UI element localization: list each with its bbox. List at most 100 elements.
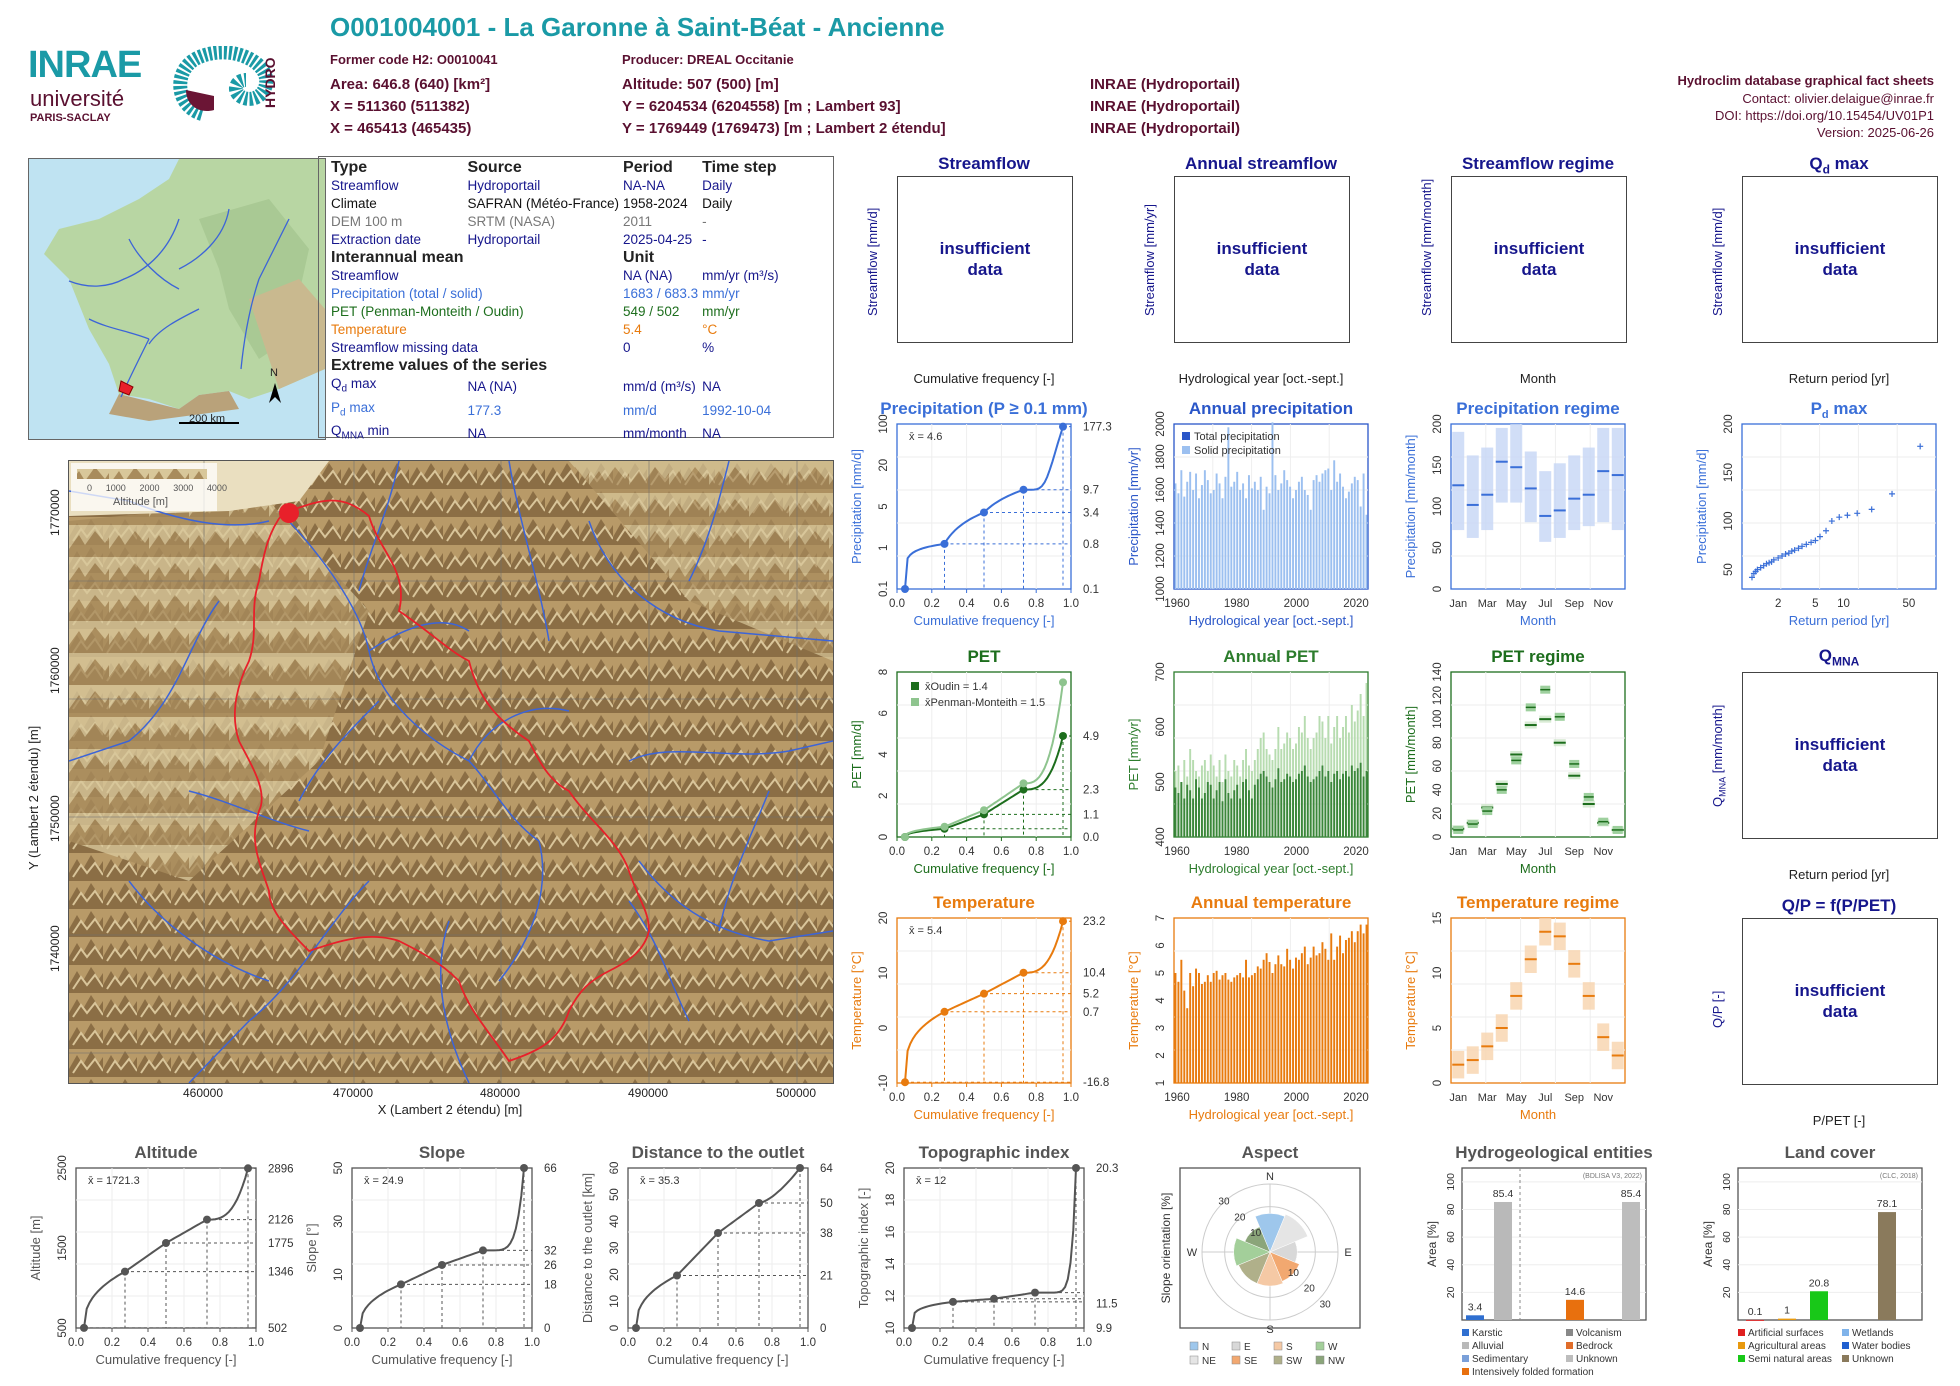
bar <box>1245 779 1247 837</box>
bar <box>1289 776 1292 837</box>
y-tick-label: 1400 <box>1155 510 1167 536</box>
bar <box>1253 973 1256 1083</box>
legend-swatch <box>1462 1342 1469 1349</box>
quantile-point <box>438 1260 446 1269</box>
x-lambert2: X = 465413 (465435) <box>330 120 472 137</box>
precip_regime-xlabel: Month <box>1520 613 1556 628</box>
box <box>1481 447 1494 531</box>
x-tick: 500000 <box>775 1086 817 1100</box>
plot-frame <box>1450 917 1626 1084</box>
bar <box>1177 765 1180 837</box>
x-tick-label: 50 <box>1903 598 1916 610</box>
bar <box>1312 946 1315 1083</box>
y-tick-label: 0.1 <box>878 581 890 597</box>
bar <box>1327 771 1330 837</box>
legend-swatch <box>1462 1368 1469 1375</box>
x-tick-label: 0.2 <box>380 1337 396 1349</box>
y-tick-label: 60 <box>1445 1231 1457 1243</box>
x-tick-label: Jan <box>1449 1092 1467 1104</box>
doi-link[interactable]: DOI: https://doi.org/10.15454/UV01P1 <box>1715 108 1934 123</box>
topo-title: Topographic index <box>919 1143 1070 1162</box>
mean-label: x̄ = 1721.3 <box>88 1175 140 1187</box>
insufficient-data-message: insufficient data <box>1794 734 1886 775</box>
ring-label: 30 <box>1320 1300 1332 1311</box>
y-tick-label: 20 <box>1432 807 1444 820</box>
bar <box>1189 749 1192 837</box>
bar <box>1250 488 1253 589</box>
legend-swatch <box>1738 1342 1745 1349</box>
scatter-point <box>1752 568 1759 575</box>
quantile-point <box>940 1007 949 1016</box>
bar <box>1253 481 1256 589</box>
extreme-header: Extreme values of the series <box>331 357 548 374</box>
hydro-logo: HYDRO <box>164 45 284 126</box>
quantile-point <box>1072 1164 1080 1172</box>
x-tick-label: 0.8 <box>212 1337 228 1349</box>
y-tick-label: 80 <box>1432 736 1444 749</box>
pet_regime-chart: PET regime Month PET [mm/month] Jan Mar May Ju… <box>1403 647 1626 876</box>
bar <box>1262 509 1265 589</box>
bar-value-label: 14.6 <box>1565 1286 1586 1298</box>
legend-swatch <box>1182 432 1190 440</box>
bar <box>1359 762 1362 837</box>
legend-swatch <box>1566 1355 1573 1362</box>
x-tick-label: 0.4 <box>416 1337 433 1349</box>
scatter-point <box>1823 527 1830 534</box>
box <box>1481 1032 1494 1061</box>
mean-label: x̄ = 4.6 <box>909 431 942 443</box>
map-xlabel: X (Lambert 2 étendu) [m] <box>377 1102 523 1117</box>
bar <box>1256 966 1259 1083</box>
bar <box>1183 760 1186 837</box>
x-tick-label: Jan <box>1449 846 1467 858</box>
quantile-point <box>1019 785 1028 794</box>
page-title: O001004001 - La Garonne à Saint-Béat - A… <box>330 12 945 42</box>
box <box>1598 817 1609 826</box>
bar <box>1365 683 1368 837</box>
annual_streamflow-xlabel: Hydrological year [oct.-sept.] <box>1178 371 1344 386</box>
bar <box>1271 422 1274 589</box>
y-tick-label: 14 <box>885 1257 897 1270</box>
y-tick-label: 10 <box>333 1268 345 1281</box>
quantile-point <box>990 1294 998 1303</box>
box <box>1568 772 1581 780</box>
temp-title: Temperature <box>933 893 1035 912</box>
bar <box>1256 749 1259 837</box>
y-tick-label: 1200 <box>1155 543 1167 569</box>
x-tick-label: Jul <box>1538 846 1552 858</box>
x-tick-label: 2 <box>1775 598 1781 610</box>
x-tick-label: 1.0 <box>1063 1092 1079 1104</box>
bar <box>1259 738 1262 837</box>
y-tick-label: 20 <box>1721 1286 1733 1298</box>
table-cell: Pd max <box>331 399 375 419</box>
bar <box>1180 959 1183 1083</box>
y-tick-label: 40 <box>1721 1259 1733 1271</box>
x-tick-label: 0.0 <box>68 1337 84 1349</box>
quantile-point <box>356 1324 364 1332</box>
x-tick-label: 1.0 <box>248 1337 264 1349</box>
legend-swatch <box>1189 1341 1199 1351</box>
aspect-sector <box>1238 1251 1271 1284</box>
table-cell: Hydroportail <box>467 178 541 193</box>
y-tick-label: 200 <box>1723 414 1735 433</box>
bar <box>1318 771 1321 837</box>
temp-ylabel: Temperature [°C] <box>849 951 864 1049</box>
box <box>1611 427 1624 531</box>
aspect-sector <box>1256 1251 1284 1287</box>
x-tick-label: 2000 <box>1284 1092 1310 1104</box>
cdf-line <box>904 735 1064 838</box>
scatter-point <box>1889 490 1896 497</box>
insufficient-data-message: insufficient data <box>1493 238 1585 279</box>
x-tick-label: 2000 <box>1284 598 1310 610</box>
bar <box>1268 754 1271 837</box>
bar <box>1283 470 1286 589</box>
subscript: d <box>1822 409 1829 421</box>
bar <box>1192 798 1195 837</box>
y-lambert93: Y = 6204534 (6204558) [m ; Lambert 93] <box>622 98 901 115</box>
bar <box>1192 986 1195 1083</box>
bar <box>1236 975 1239 1083</box>
legend-label: Unknown <box>1852 1354 1894 1365</box>
cdf-line <box>904 682 1064 838</box>
aspect-sector <box>1269 1241 1298 1263</box>
legend-label: Bedrock <box>1576 1341 1614 1352</box>
bar <box>1245 498 1247 589</box>
